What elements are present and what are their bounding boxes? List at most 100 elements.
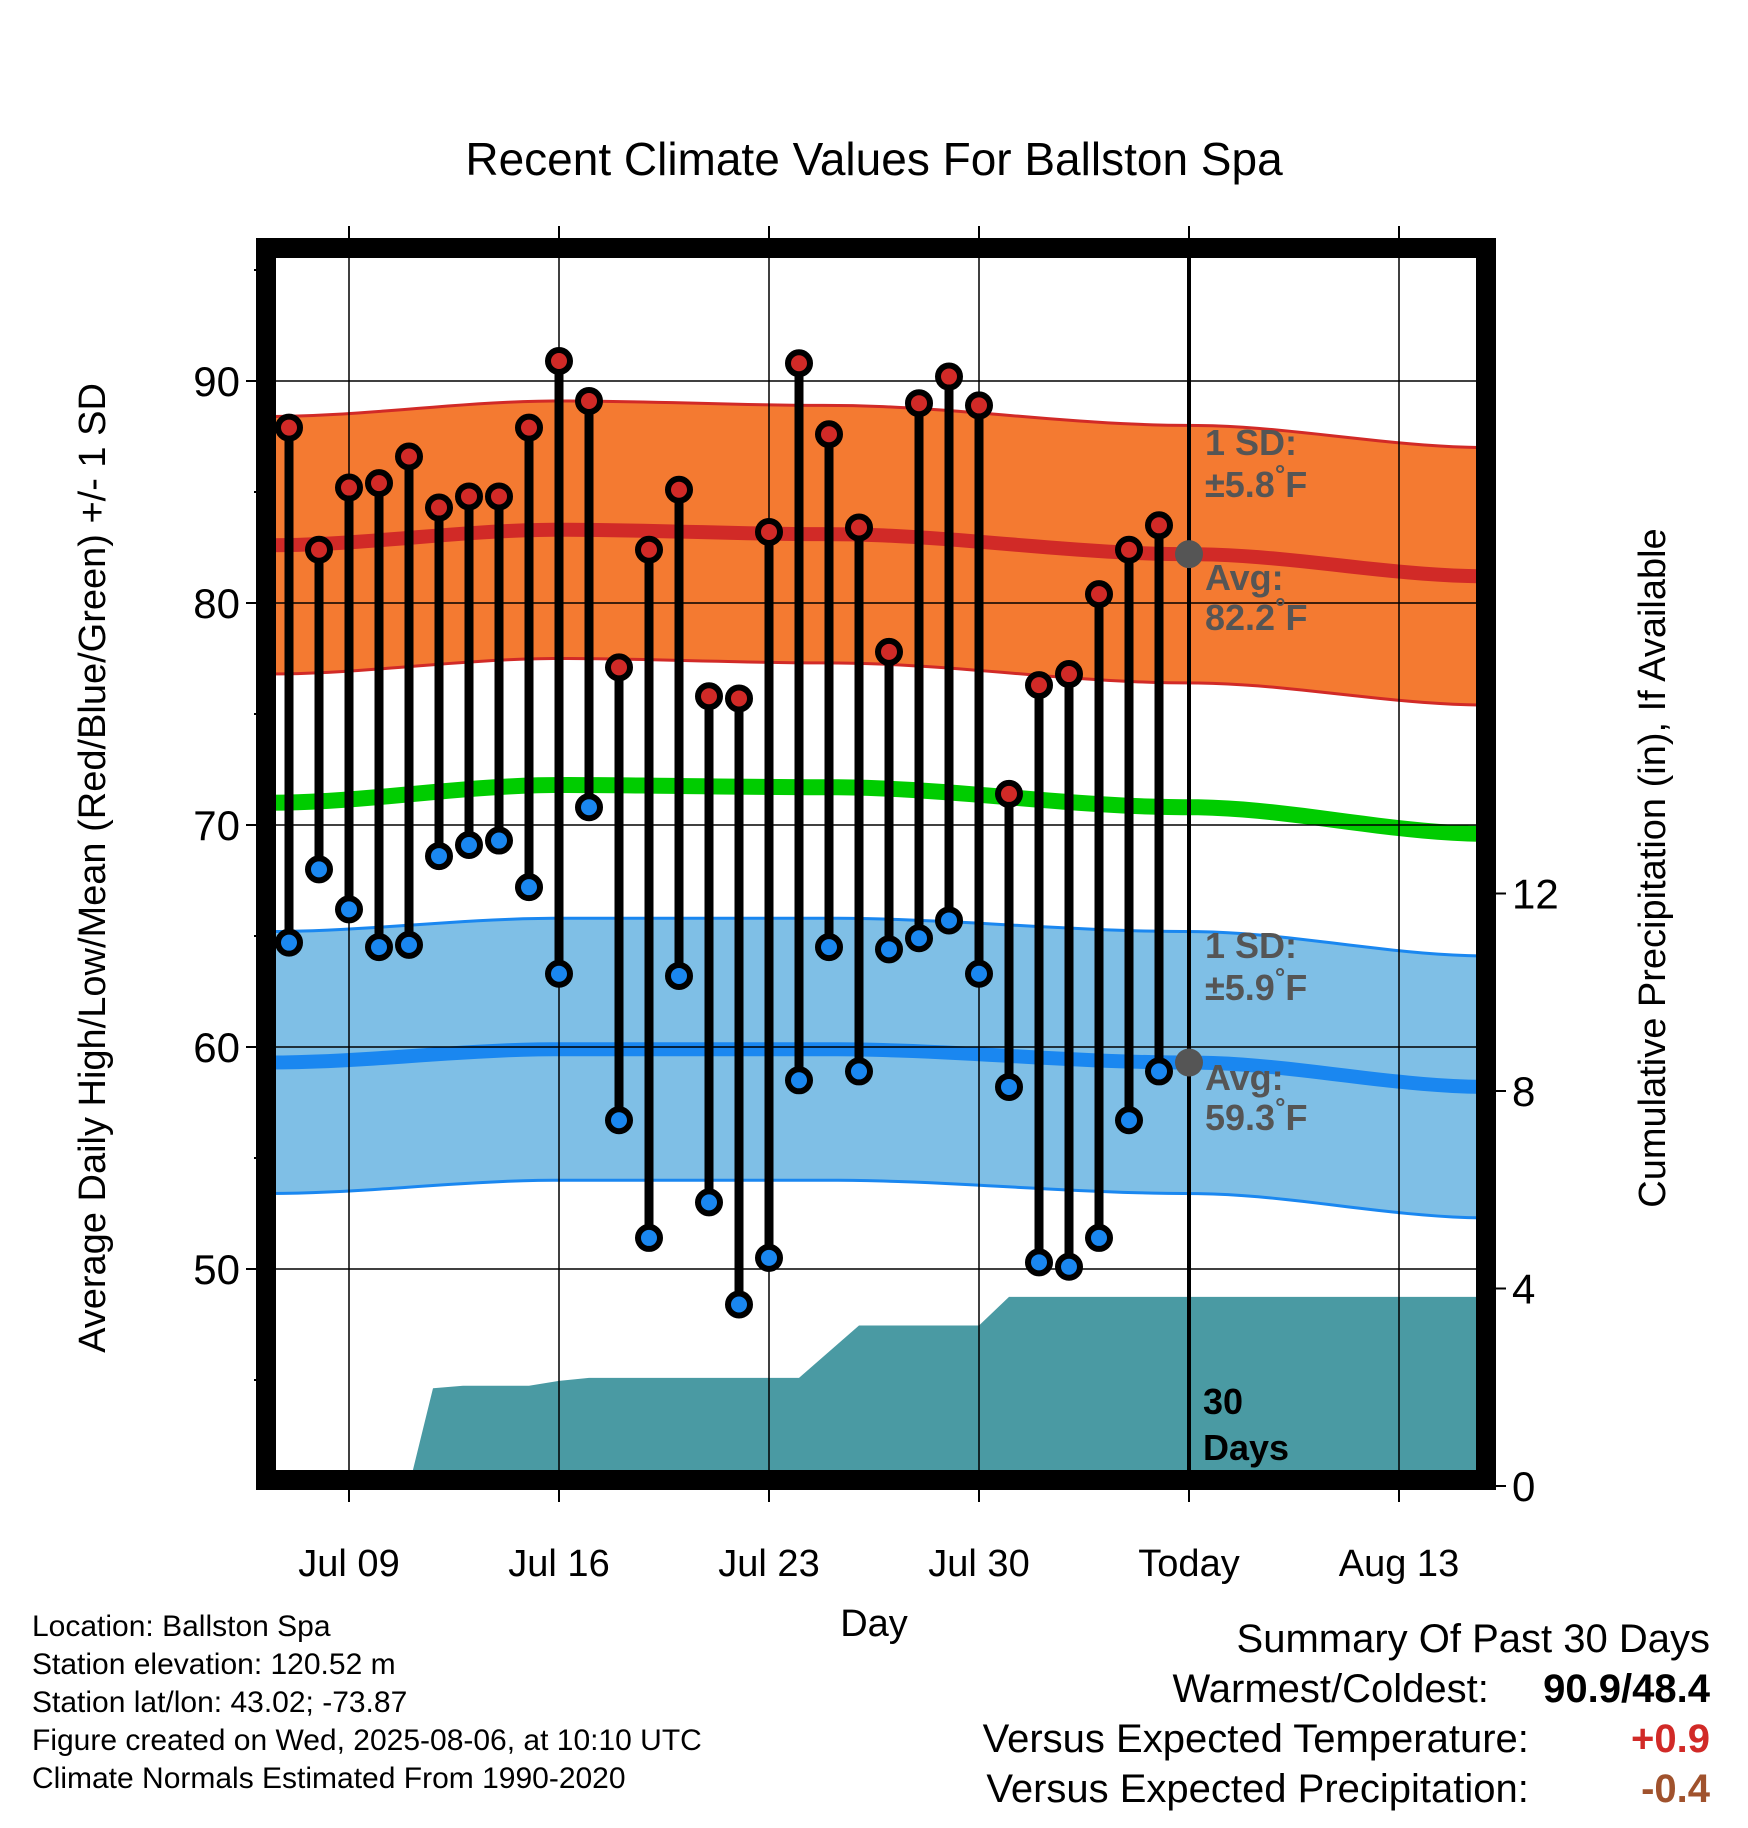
daily-low-point [335,895,363,924]
x-tick-label: Today [1138,1543,1239,1585]
daily-low-point [815,933,843,962]
warmest-coldest-value: 90.9/48.4 [1543,1667,1710,1711]
y-tick-label: 50 [193,1246,240,1293]
y-axis-label: Average Daily High/Low/Mean (Red/Blue/Gr… [72,383,114,1353]
daily-high-point [305,535,333,564]
daily-low-point [1115,1106,1143,1135]
daily-low-point [875,935,903,964]
daily-high-point [875,637,903,666]
y2-axis-label: Cumulative Precipitation (in), If Availa… [1632,528,1674,1207]
daily-low-point [1085,1223,1113,1252]
y2-tick-label: 0 [1512,1463,1535,1510]
station-info: Location: Ballston Spa Station elevation… [32,1608,702,1798]
daily-low-point [485,826,513,855]
normal-low-band [268,918,1486,1218]
daily-high-point [1025,671,1053,700]
daily-high-point [785,349,813,378]
daily-high-point [1115,535,1143,564]
precip-anomaly-row: Versus Expected Precipitation: -0.4 [983,1764,1710,1814]
daily-high-point [635,535,663,564]
temp-anomaly-label: Versus Expected Temperature: [982,1717,1529,1761]
normal-high-band [268,400,1486,706]
daily-low-point [515,873,543,902]
daily-low-point [845,1057,873,1086]
daily-high-point [905,389,933,418]
daily-high-point [665,475,693,504]
today-normal-low-marker [1175,1048,1203,1077]
high-avg-value: 82.2°F [1205,592,1307,638]
today-normal-high-marker [1175,540,1203,569]
y-tick-label: 90 [193,358,240,405]
daily-high-point [695,682,723,711]
x-axis-label: Day [840,1603,908,1645]
x-tick-label: Jul 23 [718,1543,819,1585]
daily-high-point [965,391,993,420]
daily-high-point [275,413,303,442]
low-avg-value: 59.3°F [1205,1092,1307,1138]
normal-mean-line [267,777,1486,842]
y-tick-label: 70 [193,802,240,849]
temp-anomaly-row: Versus Expected Temperature: +0.9 [983,1714,1710,1764]
daily-low-point [785,1066,813,1095]
y-tick-label: 80 [193,580,240,627]
summary-heading: Summary Of Past 30 Days [1236,1617,1710,1661]
daily-high-point [605,653,633,682]
daily-high-point [935,362,963,391]
daily-low-point [935,906,963,935]
daily-low-point [1025,1248,1053,1277]
daily-high-point [455,482,483,511]
normal-high-band-upper-edge [267,399,1486,450]
daily-high-point [575,386,603,415]
high-avg-label: Avg: [1205,557,1284,598]
daily-high-point [335,473,363,502]
daily-high-point [365,469,393,498]
daily-low-point [545,959,573,988]
daily-low-point [305,855,333,884]
daily-low-point [755,1243,783,1272]
period-count-label: 30 [1203,1381,1243,1422]
normal-low-band-upper-edge [267,916,1486,958]
daily-low-point [575,793,603,822]
daily-low-point [425,842,453,871]
y2-tick-label: 8 [1512,1068,1535,1115]
normals-text: Climate Normals Estimated From 1990-2020 [32,1762,626,1795]
daily-low-point [665,961,693,990]
daily-low-point [965,959,993,988]
daily-low-point [365,933,393,962]
y-tick-label: 60 [193,1024,240,1071]
daily-high-point [515,413,543,442]
x-tick-label: Jul 30 [928,1543,1029,1585]
chart-title: Recent Climate Values For Ballston Spa [465,133,1283,185]
daily-low-point [395,930,423,959]
x-tick-label: Jul 16 [508,1543,609,1585]
low-sd-label: 1 SD: [1205,925,1297,966]
y2-tick-label: 4 [1512,1266,1535,1313]
daily-low-point [605,1106,633,1135]
daily-high-point [1085,580,1113,609]
daily-high-point [425,493,453,522]
warmest-coldest-row: Warmest/Coldest: 90.9/48.4 [983,1664,1711,1714]
precip-anomaly-value: -0.4 [1641,1767,1710,1811]
x-tick-label: Jul 09 [298,1543,399,1585]
daily-high-point [1145,511,1173,540]
normal-low-avg-line [267,1042,1486,1094]
high-sd-value: ±5.8°F [1205,459,1307,505]
daily-low-point [1055,1252,1083,1281]
daily-low-point [1145,1057,1173,1086]
elevation-text: Station elevation: 120.52 m [32,1648,396,1681]
plot-frame [256,238,1496,1490]
daily-low-point [275,928,303,957]
y2-tick-label: 12 [1512,871,1559,918]
summary-panel: Summary Of Past 30 Days Warmest/Coldest:… [983,1614,1710,1814]
normal-low-band-lower-edge [267,1178,1486,1220]
temp-anomaly-value: +0.9 [1631,1717,1710,1761]
daily-high-point [725,684,753,713]
low-avg-label: Avg: [1205,1057,1284,1098]
daily-high-point [845,513,873,542]
daily-low-point [695,1188,723,1217]
created-text: Figure created on Wed, 2025-08-06, at 10… [32,1724,702,1757]
latlon-text: Station lat/lon: 43.02; -73.87 [32,1686,408,1719]
daily-low-point [455,830,483,859]
location-text: Location: Ballston Spa [32,1610,331,1643]
